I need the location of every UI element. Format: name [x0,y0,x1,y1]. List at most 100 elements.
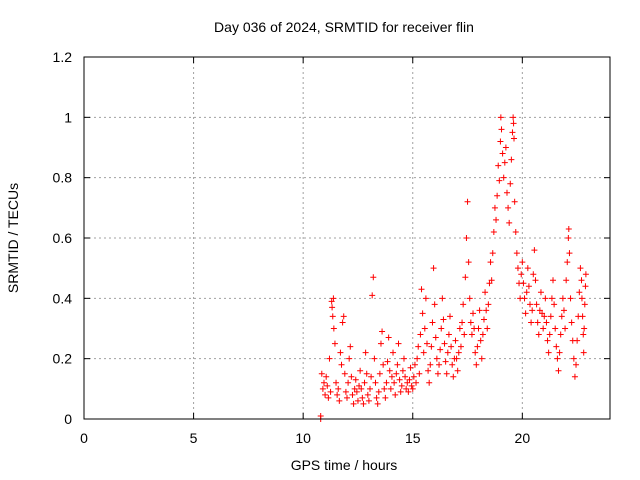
data-point [422,295,429,302]
data-point [448,343,455,350]
data-point [565,225,572,232]
data-point [537,289,544,296]
data-point [352,376,359,383]
data-point [376,370,383,377]
data-point [577,265,584,272]
data-point [445,331,452,338]
data-point [552,325,559,332]
data-point [491,204,498,211]
data-point [456,325,463,332]
data-point [331,340,338,347]
data-point [349,391,356,398]
data-point [333,379,340,386]
data-point [432,334,439,341]
y-tick-label: 0.4 [53,290,73,306]
data-point [418,286,425,293]
data-point [393,370,400,377]
data-point [325,394,332,401]
data-point [542,295,549,302]
data-point [529,307,536,314]
data-point [323,373,330,380]
data-point [380,361,387,368]
data-point [338,361,345,368]
data-point [407,364,414,371]
x-tick-label: 15 [405,430,421,446]
data-point [336,397,343,404]
data-point [519,259,526,266]
data-point [580,349,587,356]
data-point [535,331,542,338]
data-point [470,310,477,317]
data-point [500,174,507,181]
data-point [440,316,447,323]
data-point [540,325,547,332]
data-point [408,382,415,389]
data-point [443,370,450,377]
axis-ticks: 0 5 10 15 20 0 0.2 0.4 0.6 0.8 1 1.2 [53,49,610,446]
data-point [534,319,541,326]
data-point [509,129,516,136]
data-point [411,361,418,368]
data-point [320,379,327,386]
data-point [461,331,468,338]
data-point [567,295,574,302]
data-point [531,247,538,254]
data-point [578,277,585,284]
data-point [375,388,382,395]
plot-frame [83,56,611,420]
data-point [507,180,514,187]
data-point [413,379,420,386]
data-point [405,388,412,395]
data-point [559,295,566,302]
data-point [356,382,363,389]
data-point [459,319,466,326]
data-point [392,391,399,398]
data-point [570,355,577,362]
data-point [359,394,366,401]
data-point [532,277,539,284]
data-point [347,343,354,350]
data-point [510,114,517,121]
data-point [442,358,449,365]
data-point [415,343,422,350]
y-axis-label: SRMTID / TECUs [5,183,21,293]
data-point [582,271,589,278]
data-point [379,328,386,335]
data-point [328,298,335,305]
data-point [385,334,392,341]
data-point [548,295,555,302]
data-point [554,355,561,362]
data-point [528,319,535,326]
data-point [341,370,348,377]
data-point [467,319,474,326]
data-point [361,379,368,386]
data-point [551,301,558,308]
data-point [345,379,352,386]
data-point [474,343,481,350]
data-point [335,385,342,392]
data-point [367,385,374,392]
data-point [436,361,443,368]
data-point [327,388,334,395]
data-point [480,316,487,323]
data-point [395,340,402,347]
data-point [487,259,494,266]
data-point [465,259,472,266]
data-point [449,361,456,368]
data-point [563,277,570,284]
data-point [329,313,336,320]
data-point [463,235,470,241]
chart-title: Day 036 of 2024, SRMTID for receiver fli… [214,19,474,35]
data-point [364,391,371,398]
data-point [475,325,482,332]
data-point [533,301,540,308]
data-point [353,388,360,395]
data-point [409,385,416,392]
data-point [365,397,372,404]
data-point [381,385,388,392]
data-point [511,135,518,142]
data-point [518,271,525,278]
data-point [344,394,350,401]
data-point [566,250,573,257]
data-point [388,373,395,380]
